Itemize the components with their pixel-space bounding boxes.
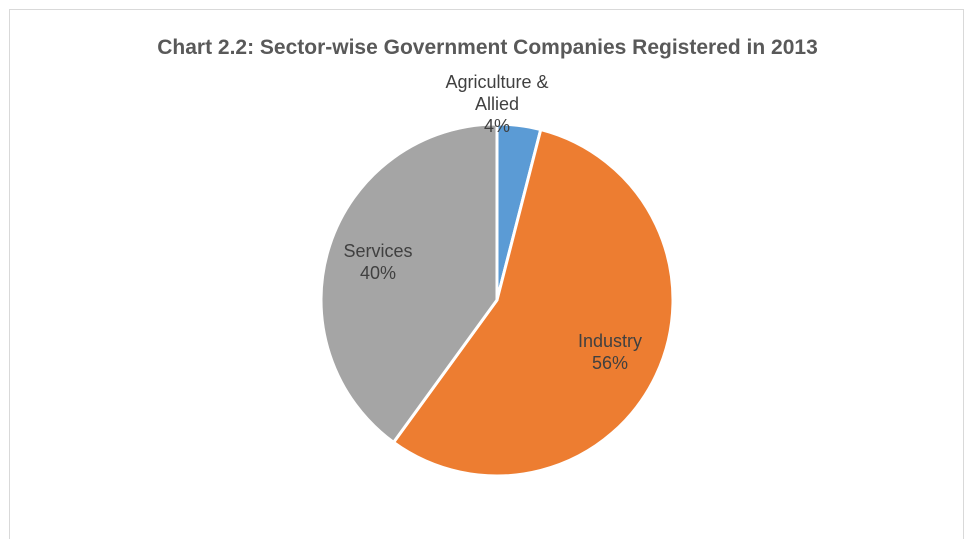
pie-slice-industry — [392, 128, 675, 478]
chart-title: Chart 2.2: Sector-wise Government Compan… — [157, 36, 818, 59]
chart-area: Chart 2.2: Sector-wise Government Compan… — [9, 9, 964, 539]
data-label-industry: Industry 56% — [578, 331, 642, 373]
pie-chart: Agriculture & Allied 4% Industry 56% Services… — [319, 72, 675, 478]
pie-slice-services — [319, 122, 499, 444]
data-label-agriculture: Agriculture & Allied 4% — [445, 72, 548, 136]
data-label-services: Services 40% — [343, 241, 412, 283]
